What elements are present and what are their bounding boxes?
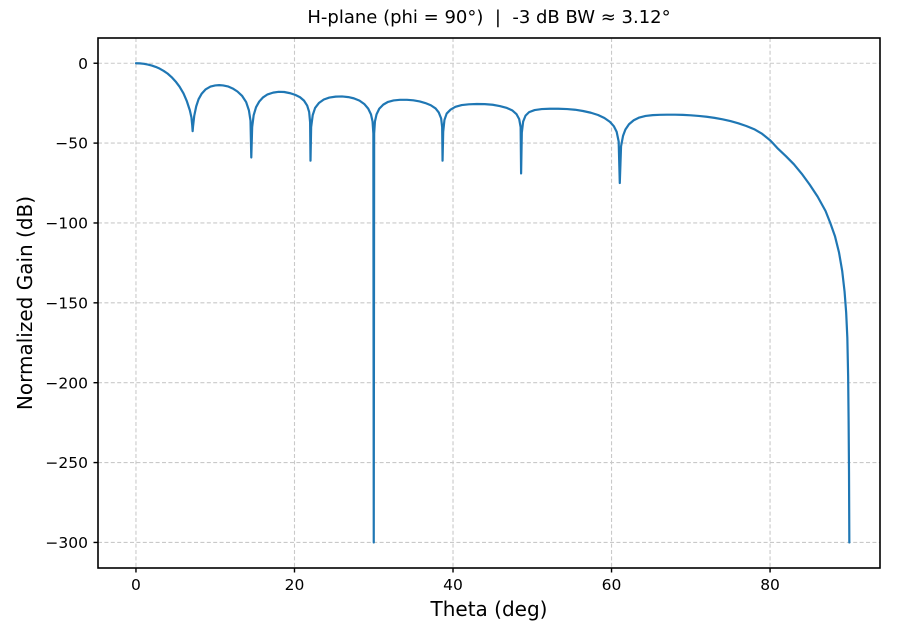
- chart-title: H-plane (phi = 90°) | -3 dB BW ≈ 3.12°: [307, 7, 671, 28]
- gain-curve: [134, 62, 851, 544]
- tick-layer: 0 20 40 60 80 0 −50 −100 −150 −200 −250 −300: [45, 55, 780, 594]
- y-tick-label: 0: [78, 55, 88, 73]
- y-tick-label: −50: [55, 135, 88, 153]
- x-tick-label: 40: [443, 576, 463, 594]
- y-tick-label: −300: [45, 534, 88, 552]
- curve-layer: [134, 62, 851, 544]
- x-tick-label: 0: [131, 576, 141, 594]
- y-tick-label: −100: [45, 215, 88, 233]
- x-axis-label: Theta (deg): [430, 597, 548, 621]
- x-tick-label: 60: [602, 576, 622, 594]
- y-axis-label: Normalized Gain (dB): [13, 195, 37, 411]
- y-tick-label: −250: [45, 454, 88, 472]
- x-tick-label: 20: [285, 576, 305, 594]
- grid-layer: [98, 38, 880, 568]
- y-tick-label: −150: [45, 294, 88, 312]
- x-tick-label: 80: [760, 576, 780, 594]
- y-tick-label: −200: [45, 374, 88, 392]
